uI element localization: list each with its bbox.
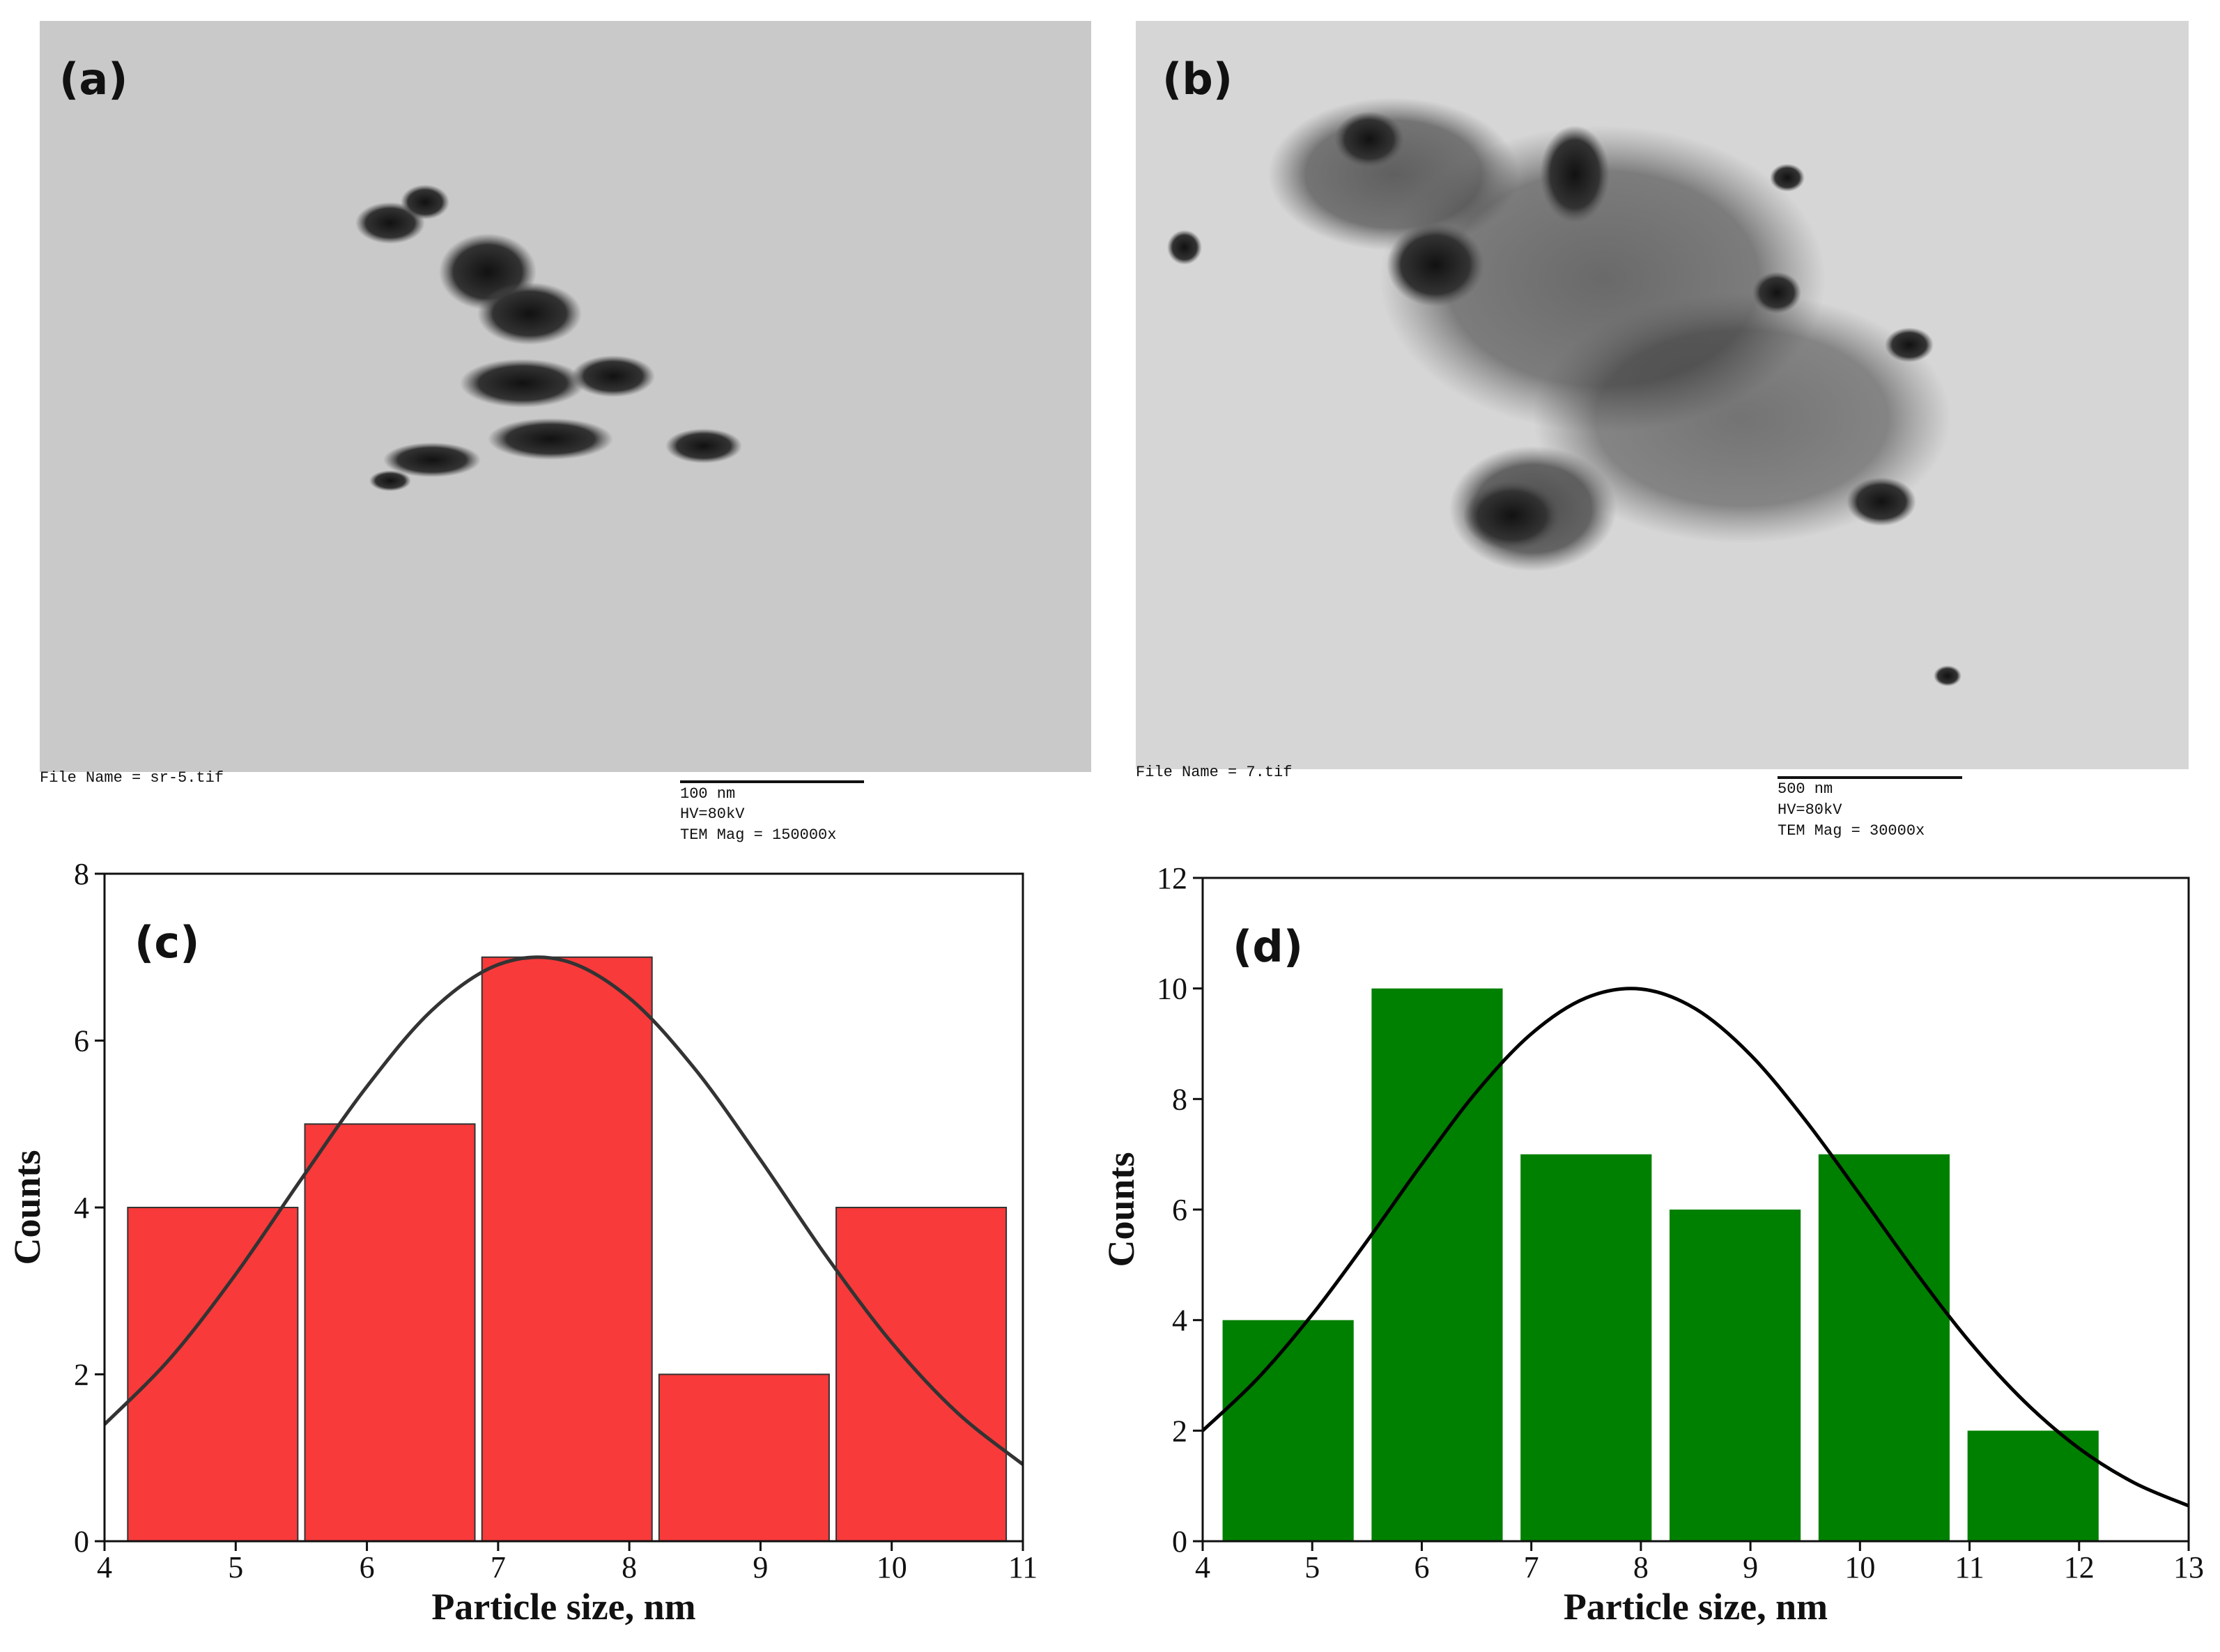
- y-tick-label: 4: [74, 1191, 89, 1225]
- bar: [1670, 1210, 1801, 1541]
- x-tick-label: 9: [1743, 1550, 1758, 1584]
- particles: [355, 185, 742, 491]
- voltage: HV=80kV: [1778, 801, 1842, 819]
- panel-label: (c): [134, 917, 199, 968]
- x-tick-label: 7: [1524, 1550, 1539, 1584]
- x-tick-label: 7: [491, 1550, 506, 1584]
- x-tick-label: 10: [1844, 1550, 1875, 1584]
- file-name: File Name = sr-5.tif: [40, 769, 224, 787]
- bar: [1371, 988, 1503, 1541]
- tem-image-a: (a) File Name = sr-5.tif 100 nm HV=80kV …: [40, 21, 1091, 844]
- histogram-panel: 0 2 4 6 8 4 5 6 7 8 9 10 11 (c) Particle size, nm Count…: [6, 857, 1038, 1628]
- magnification: TEM Mag = 30000x: [1778, 822, 1925, 840]
- bar: [1967, 1430, 2099, 1541]
- histogram-panel: 0 2 4 6 8 10 12 4 5 6 7 8 9 10 11 12 13 (d) Particle size,…: [1100, 861, 2204, 1628]
- y-tick-label: 4: [1172, 1304, 1187, 1338]
- x-tick-label: 4: [97, 1550, 112, 1584]
- y-tick-label: 0: [1172, 1524, 1187, 1559]
- scale-bar-label: 500 nm: [1778, 780, 1833, 798]
- x-tick-label: 5: [228, 1550, 243, 1584]
- y-axis-label: Counts: [1100, 1152, 1142, 1267]
- y-axis-label: Counts: [6, 1150, 48, 1265]
- fit-curve: [103, 955, 1024, 1466]
- x-tick-label: 12: [2064, 1550, 2095, 1584]
- y-tick-label: 10: [1157, 972, 1187, 1006]
- voltage: HV=80kV: [680, 805, 745, 823]
- x-tick-label: 13: [2173, 1550, 2204, 1584]
- x-tick-label: 11: [1955, 1550, 1984, 1584]
- file-name: File Name = 7.tif: [1136, 764, 1292, 781]
- bar: [1222, 1320, 1354, 1541]
- y-tick-label: 12: [1157, 861, 1187, 895]
- tem-image-b: (b) File Name = 7.tif 500 nm HV=80kV TEM…: [1136, 21, 2189, 840]
- y-tick-label: 6: [1172, 1193, 1187, 1227]
- bar: [304, 1123, 476, 1542]
- bar: [658, 1373, 830, 1542]
- x-tick-label: 6: [1414, 1550, 1429, 1584]
- fit-curve: [1201, 987, 2189, 1508]
- y-tick-label: 6: [74, 1024, 89, 1058]
- y-tick-label: 2: [1172, 1414, 1187, 1448]
- magnification: TEM Mag = 150000x: [680, 826, 836, 844]
- x-axis-label: Particle size, nm: [431, 1586, 695, 1628]
- panel-label: (d): [1233, 921, 1303, 972]
- panel-label: (b): [1162, 54, 1233, 105]
- particles: [1167, 98, 1961, 686]
- x-tick-label: 11: [1008, 1550, 1038, 1584]
- x-tick-label: 8: [622, 1550, 637, 1584]
- bar: [481, 956, 653, 1542]
- x-tick-label: 10: [877, 1550, 907, 1584]
- y-tick-label: 8: [74, 857, 89, 891]
- scale-bar-label: 100 nm: [680, 785, 735, 803]
- y-tick-label: 8: [1172, 1082, 1187, 1116]
- x-tick-label: 6: [360, 1550, 375, 1584]
- bar: [1818, 1154, 1950, 1541]
- y-tick-label: 0: [74, 1524, 89, 1559]
- x-tick-label: 5: [1304, 1550, 1320, 1584]
- x-tick-label: 8: [1633, 1550, 1649, 1584]
- x-tick-label: 4: [1195, 1550, 1210, 1584]
- y-tick-label: 2: [74, 1358, 89, 1392]
- panel-label: (a): [59, 54, 128, 105]
- x-tick-label: 9: [753, 1550, 768, 1584]
- x-axis-label: Particle size, nm: [1564, 1586, 1828, 1628]
- bar: [1520, 1154, 1652, 1541]
